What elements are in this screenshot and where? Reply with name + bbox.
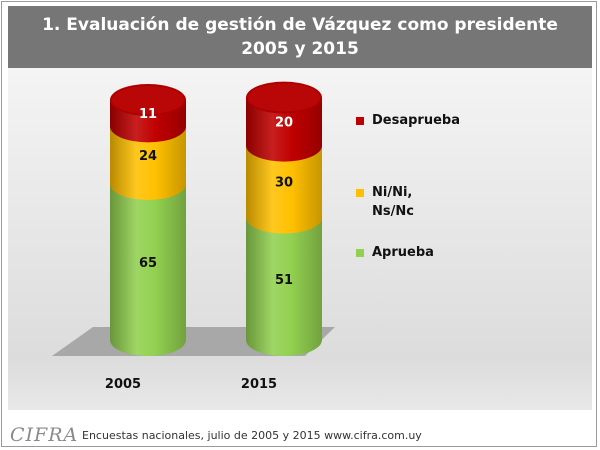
x-tick-label-2005: 2005: [105, 377, 141, 392]
footer: CIFRA Encuestas nacionales, julio de 200…: [0, 410, 600, 450]
legend-label-ni-ni-ns-nc: Ni/Ni,: [372, 185, 412, 200]
cylinder-2005-ni-ni-ns-nc-segment: [110, 126, 186, 200]
cylinder-2015-ni-ni-ns-nc-value-label: 30: [275, 176, 293, 191]
legend-swatch-desaprueba: [356, 117, 364, 125]
chart-title-line-2: 2005 y 2015: [241, 39, 359, 59]
cylinder-2015-ni-ni-ns-nc-segment: [246, 145, 322, 234]
source-note: Encuestas nacionales, julio de 2005 y 20…: [82, 429, 422, 442]
cylinder-2005-desaprueba-top-highlight: [112, 86, 184, 114]
legend-swatch-aprueba: [356, 249, 364, 257]
chart-title-line-1: 1. Evaluación de gestión de Vázquez como…: [42, 15, 558, 35]
x-tick-label-2015: 2015: [241, 377, 277, 392]
cylinder-2005-aprueba-segment: [110, 184, 186, 356]
legend-label-ni-ni-ns-nc-line-2: Ns/Nc: [372, 204, 414, 219]
cylinder-2005-desaprueba-value-label: 11: [139, 107, 157, 122]
cylinder-2015-desaprueba-value-label: 20: [275, 116, 293, 131]
cylinder-2015-desaprueba-segment: [246, 97, 322, 162]
cifra-logo: CIFRA: [10, 424, 79, 446]
legend-label-aprueba: Aprueba: [372, 245, 434, 260]
chart-title: 1. Evaluación de gestión de Vázquez como…: [8, 6, 592, 68]
legend-swatch-ni-ni-ns-nc: [356, 189, 364, 197]
legend-label-desaprueba: Desaprueba: [372, 113, 460, 128]
cylinder-2005-ni-ni-ns-nc-value-label: 24: [139, 149, 157, 164]
cylinder-2015-desaprueba-top-highlight: [248, 83, 320, 112]
cylinder-2015-aprueba-segment: [246, 217, 322, 356]
cylinder-2015-aprueba-value-label: 51: [275, 273, 293, 288]
cylinder-2005-aprueba-value-label: 65: [139, 256, 157, 271]
